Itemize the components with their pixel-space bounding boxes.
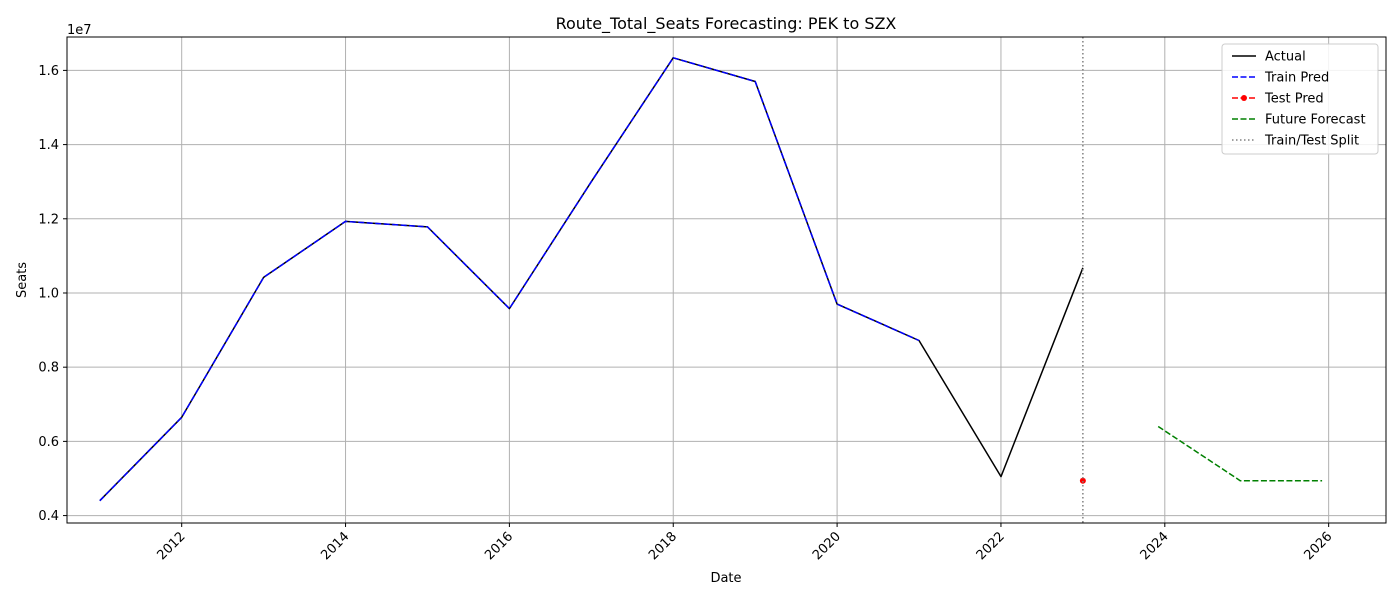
grid xyxy=(67,37,1386,523)
y-offset-label: 1e7 xyxy=(67,23,92,38)
series-line-train-pred xyxy=(99,57,920,502)
y-tick-label: 1.6 xyxy=(38,64,59,79)
x-tick-label: 2018 xyxy=(646,529,680,563)
plot-frame xyxy=(66,36,1387,524)
x-tick-label: 2024 xyxy=(1138,529,1172,563)
y-axis-label: Seats xyxy=(15,262,30,298)
legend-label-test-pred: Test Pred xyxy=(1264,92,1324,107)
series-point-test-pred xyxy=(1079,477,1086,484)
x-tick-label: 2022 xyxy=(974,529,1008,563)
legend-marker-test-pred xyxy=(1241,95,1247,101)
ticks: 2012 2014 2016 2018 2020 2022 2024 2026 0.4 0.6 0.… xyxy=(38,64,1335,563)
legend-box xyxy=(1221,43,1379,155)
legend-label-actual: Actual xyxy=(1265,50,1306,65)
y-tick-label: 1.4 xyxy=(38,138,59,153)
x-axis-label: Date xyxy=(710,571,741,586)
series-line-actual xyxy=(99,57,1084,502)
legend: Actual Train Pred Test Pred Future Forecast… xyxy=(1221,43,1379,155)
x-tick-label: 2016 xyxy=(482,529,516,563)
y-tick-label: 0.8 xyxy=(38,361,59,376)
chart-title: Route_Total_Seats Forecasting: PEK to SZ… xyxy=(556,14,897,34)
x-tick-label: 2012 xyxy=(155,529,189,563)
x-tick-label: 2020 xyxy=(810,529,844,563)
y-tick-label: 0.6 xyxy=(38,435,59,450)
legend-label-future-forecast: Future Forecast xyxy=(1265,113,1366,128)
legend-label-train-test-split: Train/Test Split xyxy=(1264,134,1359,149)
y-tick-label: 0.4 xyxy=(38,509,59,524)
x-tick-label: 2026 xyxy=(1301,529,1335,563)
x-tick-label: 2014 xyxy=(318,529,352,563)
y-tick-label: 1.2 xyxy=(38,212,59,227)
legend-label-train-pred: Train Pred xyxy=(1264,71,1329,86)
y-tick-label: 1.0 xyxy=(38,286,59,301)
series-line-future-forecast xyxy=(1157,425,1323,482)
series-layer xyxy=(99,37,1323,523)
